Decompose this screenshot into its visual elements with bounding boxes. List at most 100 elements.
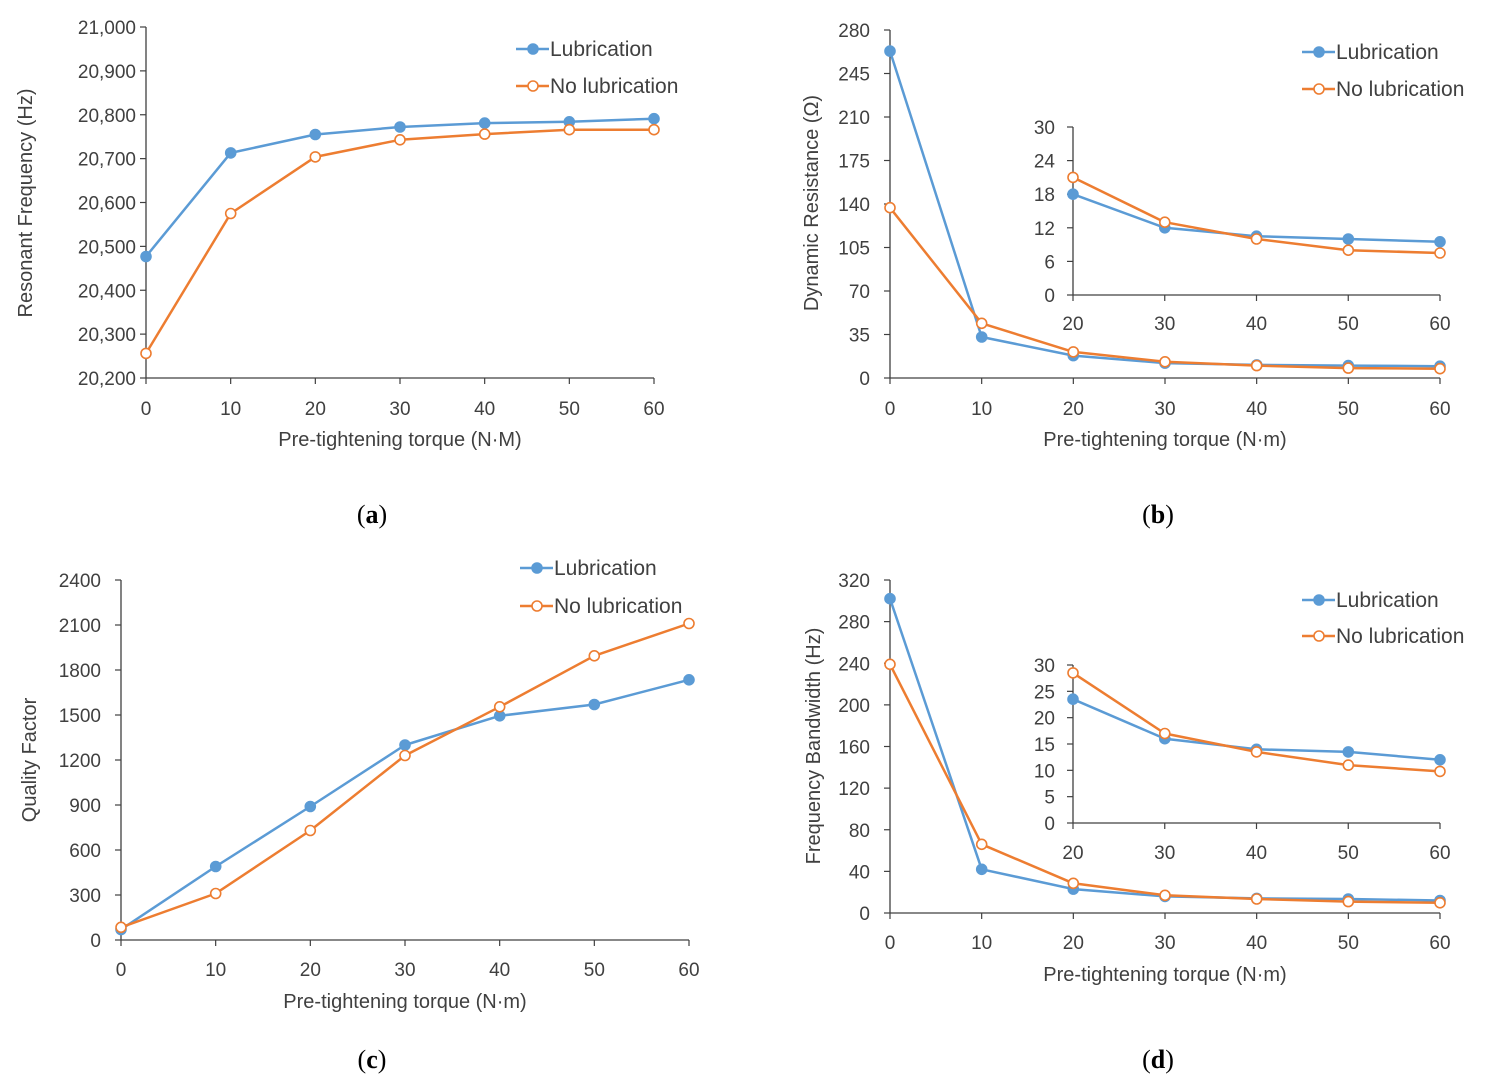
y-tick-label: 70 [849,282,870,303]
inset-y-tick-label: 5 [1044,788,1055,809]
inset-chart: 0 5 10 15 20 25 30 20 30 40 50 60 [1034,656,1451,864]
x-tick-label: 10 [220,399,241,420]
y-axis-title: Dynamic Resistance (Ω) [801,95,823,311]
x-tick-label: 0 [116,960,127,981]
inset-x-tick-label: 60 [1429,843,1450,864]
x-tick-label: 60 [643,399,664,420]
point-no-lubrication [394,134,406,146]
inset-y-tick-label: 0 [1044,814,1055,835]
inset-point-lubrication [1067,188,1079,200]
point-no-lubrication [683,617,695,630]
chart-c: 0 300 600 900 1200 1500 1800 2100 2400 0 10 20 30 40 5… [19,557,700,1013]
point-no-lubrication [588,649,601,662]
inset-point-no-lubrication [1067,171,1079,184]
x-tick-label: 60 [1429,399,1450,420]
panel-letter-c: c [366,1045,378,1074]
inset-chart: 0 6 12 18 24 30 20 30 40 50 60 [1034,118,1451,335]
inset-x-tick-label: 40 [1246,843,1267,864]
point-no-lubrication [975,838,988,851]
inset-y-tick-label: 6 [1044,252,1055,273]
y-tick-label: 1200 [59,751,101,772]
x-tick-label: 10 [971,399,992,420]
x-axis-title: Pre-tightening torque (N·M) [278,429,521,451]
x-tick-label: 40 [474,399,495,420]
y-tick-label: 245 [838,65,870,86]
inset-point-lubrication [1434,753,1446,766]
point-no-lubrication [478,128,491,140]
legend-swatch-marker [527,80,539,92]
x-tick-label: 30 [1154,399,1175,420]
point-no-lubrication [1067,346,1080,358]
y-tick-label: 1500 [59,706,101,727]
inset-point-no-lubrication [1434,247,1446,259]
point-no-lubrication [1250,359,1263,372]
legend-swatch-marker [1313,630,1325,642]
y-tick-label: 200 [838,696,870,717]
y-axis-title: Frequency Bandwidth (Hz) [803,628,825,865]
point-lubrication [884,592,896,605]
y-tick-label: 0 [859,904,870,925]
inset-y-tick-label: 15 [1034,735,1055,756]
inset-point-lubrication [1342,233,1355,245]
x-tick-label: 40 [1246,399,1267,420]
inset-x-tick-label: 20 [1062,314,1083,335]
point-lubrication [975,863,988,876]
x-tick-label: 40 [1246,933,1267,954]
inset-point-no-lubrication [1159,216,1171,228]
inset-x-tick-label: 40 [1246,314,1267,335]
x-tick-label: 10 [971,933,992,954]
point-no-lubrication [115,921,127,934]
point-no-lubrication [399,749,411,762]
legend-swatch-marker [1313,594,1325,606]
legend: Lubrication No lubrication [516,38,678,98]
x-tick-label: 30 [1154,933,1175,954]
y-axis-title: Quality Factor [19,697,41,822]
x-tick-label: 0 [885,399,896,420]
point-lubrication [304,800,317,813]
panel-letter-a: a [366,500,379,529]
x-tick-label: 0 [885,933,896,954]
x-axis-title: Pre-tightening torque (N·m) [1043,964,1286,986]
point-no-lubrication [140,347,152,360]
x-tick-label: 20 [300,960,321,981]
y-tick-label: 40 [849,862,870,883]
inset-point-lubrication [1342,746,1355,758]
point-no-lubrication [1250,893,1263,905]
x-tick-label: 20 [305,399,326,420]
y-tick-label: 21,000 [78,18,136,39]
point-no-lubrication [563,123,576,136]
point-no-lubrication [493,700,506,713]
y-tick-label: 20,300 [78,325,136,346]
x-tick-label: 20 [1063,399,1084,420]
point-lubrication [394,121,406,133]
series-line-lubrication [120,678,690,931]
point-lubrication [224,147,237,159]
legend-label: No lubrication [550,75,678,98]
y-tick-label: 175 [838,152,870,173]
legend-label: No lubrication [554,595,682,618]
x-tick-label: 60 [678,960,699,981]
point-no-lubrication [1434,896,1446,909]
legend-swatch-marker [1313,46,1325,58]
point-no-lubrication [648,123,660,136]
x-tick-label: 30 [394,960,415,981]
inset-y-tick-label: 30 [1034,118,1055,139]
legend-swatch-marker [527,43,539,55]
y-tick-label: 20,200 [78,369,136,390]
y-tick-label: 35 [849,326,870,347]
point-no-lubrication [1342,895,1355,908]
y-axis-title: Resonant Frequency (Hz) [15,89,37,318]
inset-point-lubrication [1434,236,1446,248]
point-lubrication [309,128,322,141]
y-tick-label: 20,800 [78,106,136,127]
series-line-no-lubrication [120,622,690,929]
point-lubrication [399,739,411,751]
panel-letter-b: b [1151,500,1165,529]
y-tick-label: 0 [90,931,101,952]
legend-label: Lubrication [1336,589,1439,612]
y-tick-label: 600 [69,841,101,862]
y-tick-label: 160 [838,738,870,759]
inset-point-no-lubrication [1342,244,1355,256]
y-tick-label: 0 [859,369,870,390]
